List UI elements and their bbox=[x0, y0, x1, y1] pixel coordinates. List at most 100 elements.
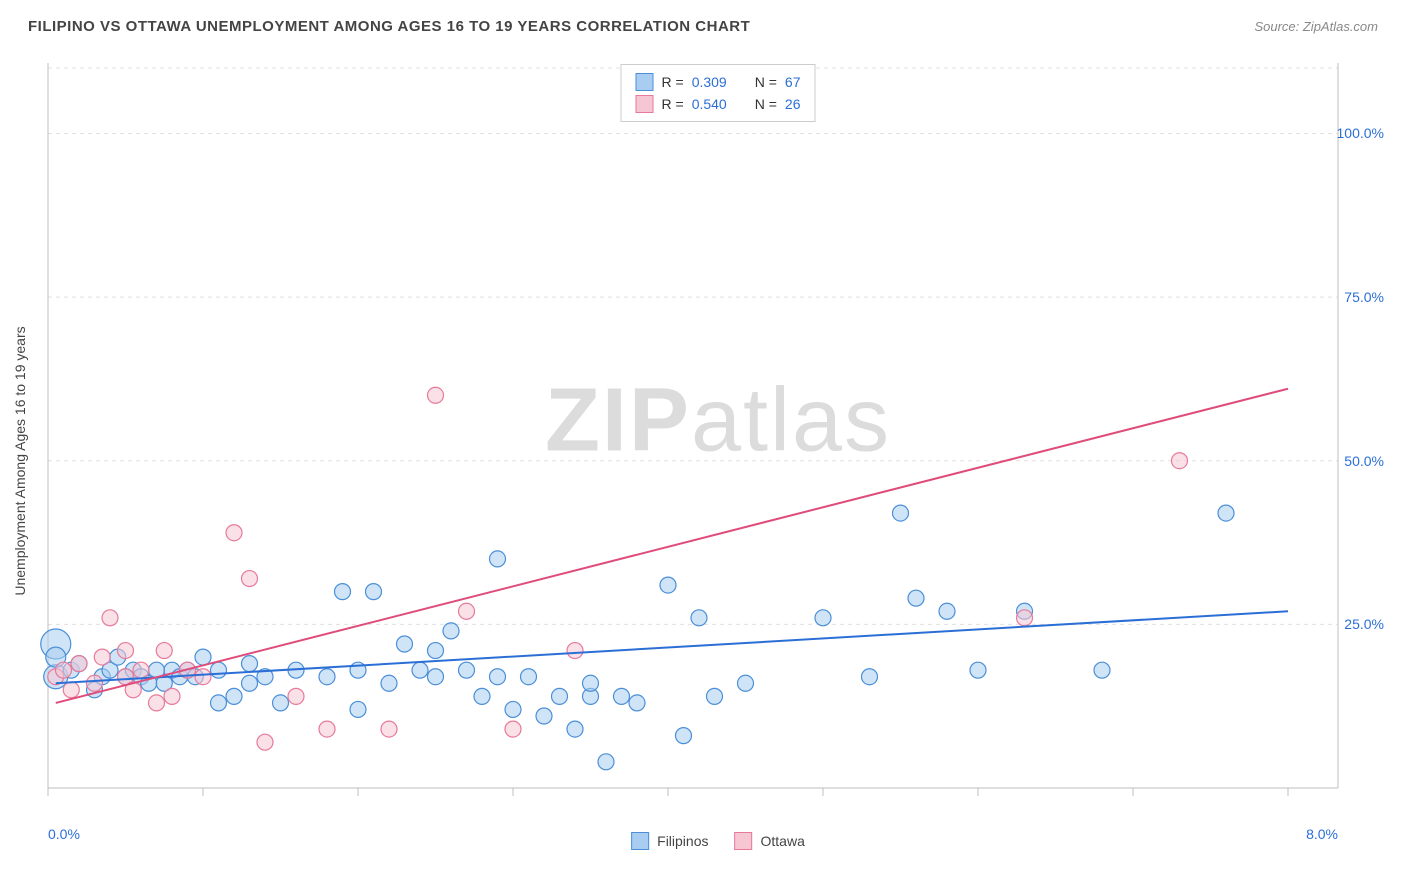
data-point bbox=[583, 675, 599, 691]
data-point bbox=[738, 675, 754, 691]
legend-swatch bbox=[631, 832, 649, 850]
r-label: R = bbox=[662, 74, 684, 90]
data-point bbox=[94, 649, 110, 665]
chart-title: FILIPINO VS OTTAWA UNEMPLOYMENT AMONG AG… bbox=[28, 18, 750, 35]
data-point bbox=[1094, 662, 1110, 678]
data-point bbox=[381, 721, 397, 737]
data-point bbox=[226, 525, 242, 541]
n-label: N = bbox=[755, 96, 777, 112]
data-point bbox=[893, 505, 909, 521]
data-point bbox=[428, 643, 444, 659]
data-point bbox=[242, 656, 258, 672]
legend-item: Filipinos bbox=[631, 832, 708, 850]
x-tick-label: 0.0% bbox=[48, 826, 80, 842]
data-point bbox=[397, 636, 413, 652]
legend-swatch bbox=[735, 832, 753, 850]
data-point bbox=[1172, 453, 1188, 469]
data-point bbox=[567, 643, 583, 659]
data-point bbox=[63, 682, 79, 698]
data-point bbox=[908, 590, 924, 606]
data-point bbox=[242, 675, 258, 691]
data-point bbox=[335, 584, 351, 600]
data-point bbox=[1218, 505, 1234, 521]
data-point bbox=[474, 688, 490, 704]
data-point bbox=[87, 675, 103, 691]
data-point bbox=[505, 721, 521, 737]
legend-swatch bbox=[636, 73, 654, 91]
data-point bbox=[629, 695, 645, 711]
chart-area: Unemployment Among Ages 16 to 19 years Z… bbox=[48, 58, 1388, 848]
source-prefix: Source: bbox=[1254, 19, 1302, 34]
data-point bbox=[505, 701, 521, 717]
data-point bbox=[459, 662, 475, 678]
source-attribution: Source: ZipAtlas.com bbox=[1254, 19, 1378, 34]
x-tick-label: 8.0% bbox=[1306, 826, 1338, 842]
data-point bbox=[381, 675, 397, 691]
data-point bbox=[350, 701, 366, 717]
data-point bbox=[521, 669, 537, 685]
scatter-plot bbox=[48, 58, 1348, 818]
y-tick-label: 25.0% bbox=[1344, 616, 1384, 632]
data-point bbox=[970, 662, 986, 678]
data-point bbox=[149, 695, 165, 711]
data-point bbox=[195, 669, 211, 685]
legend-label: Ottawa bbox=[761, 833, 805, 849]
data-point bbox=[1017, 610, 1033, 626]
n-value: 26 bbox=[785, 96, 801, 112]
data-point bbox=[614, 688, 630, 704]
data-point bbox=[319, 721, 335, 737]
r-value: 0.309 bbox=[692, 74, 727, 90]
legend-label: Filipinos bbox=[657, 833, 708, 849]
data-point bbox=[598, 754, 614, 770]
data-point bbox=[428, 387, 444, 403]
data-point bbox=[691, 610, 707, 626]
data-point bbox=[156, 643, 172, 659]
source-name: ZipAtlas.com bbox=[1303, 19, 1378, 34]
data-point bbox=[257, 734, 273, 750]
data-point bbox=[660, 577, 676, 593]
data-point bbox=[536, 708, 552, 724]
data-point bbox=[273, 695, 289, 711]
data-point bbox=[490, 669, 506, 685]
data-point bbox=[164, 688, 180, 704]
series-legend: Filipinos Ottawa bbox=[631, 832, 805, 850]
data-point bbox=[459, 603, 475, 619]
data-point bbox=[428, 669, 444, 685]
n-label: N = bbox=[755, 74, 777, 90]
y-tick-label: 100.0% bbox=[1337, 125, 1384, 141]
y-tick-label: 50.0% bbox=[1344, 453, 1384, 469]
data-point bbox=[490, 551, 506, 567]
r-value: 0.540 bbox=[692, 96, 727, 112]
n-value: 67 bbox=[785, 74, 801, 90]
r-label: R = bbox=[662, 96, 684, 112]
data-point bbox=[288, 688, 304, 704]
data-point bbox=[319, 669, 335, 685]
data-point bbox=[118, 643, 134, 659]
data-point bbox=[862, 669, 878, 685]
trend-line bbox=[56, 389, 1288, 703]
data-point bbox=[211, 662, 227, 678]
data-point bbox=[56, 662, 72, 678]
data-point bbox=[443, 623, 459, 639]
data-point bbox=[71, 656, 87, 672]
data-point bbox=[567, 721, 583, 737]
data-point bbox=[939, 603, 955, 619]
data-point bbox=[242, 571, 258, 587]
stats-legend-row: R = 0.309 N = 67 bbox=[636, 71, 801, 93]
data-point bbox=[707, 688, 723, 704]
data-point bbox=[815, 610, 831, 626]
data-point bbox=[133, 662, 149, 678]
data-point bbox=[102, 610, 118, 626]
legend-item: Ottawa bbox=[735, 832, 805, 850]
data-point bbox=[366, 584, 382, 600]
data-point bbox=[195, 649, 211, 665]
data-point bbox=[211, 695, 227, 711]
y-tick-label: 75.0% bbox=[1344, 289, 1384, 305]
data-point bbox=[552, 688, 568, 704]
legend-swatch bbox=[636, 95, 654, 113]
data-point bbox=[412, 662, 428, 678]
data-point bbox=[226, 688, 242, 704]
stats-legend-row: R = 0.540 N = 26 bbox=[636, 93, 801, 115]
y-axis-label: Unemployment Among Ages 16 to 19 years bbox=[12, 326, 28, 595]
stats-legend: R = 0.309 N = 67 R = 0.540 N = 26 bbox=[621, 64, 816, 122]
